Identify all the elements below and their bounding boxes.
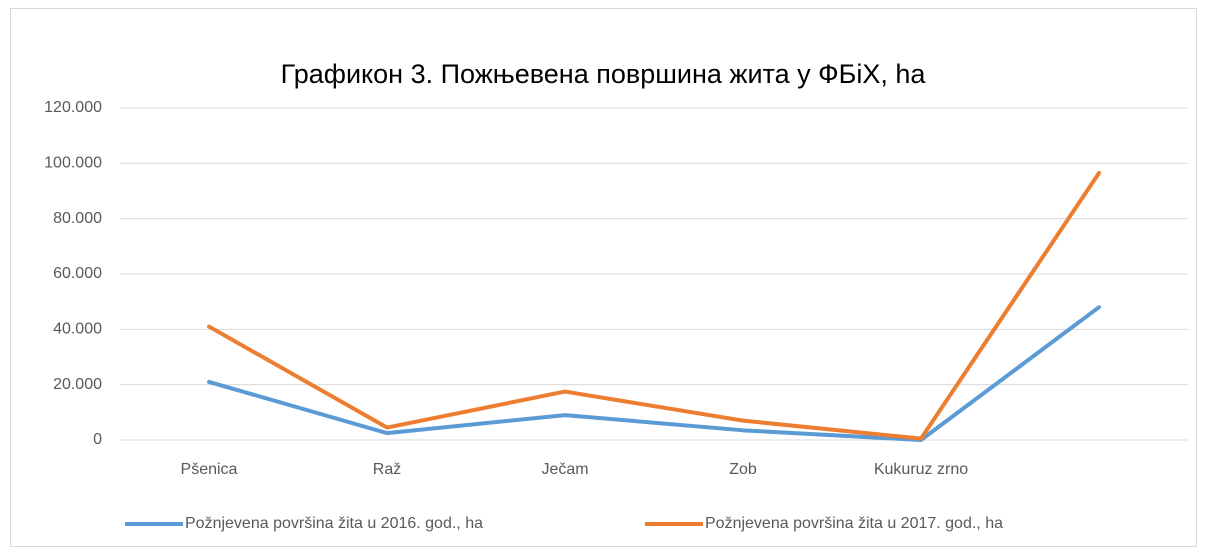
y-tick-label: 100.000 [44,155,102,172]
y-tick-label: 60.000 [53,265,102,282]
x-tick-label: Raž [373,461,401,478]
y-tick-label: 40.000 [53,321,102,338]
y-tick-label: 120.000 [44,99,102,116]
x-tick-label: Zob [729,461,757,478]
y-tick-label: 20.000 [53,376,102,393]
chart-frame [10,8,1197,547]
x-tick-label: Pšenica [181,461,238,478]
y-tick-label: 0 [93,431,102,448]
x-tick-label: Ječam [541,461,588,478]
legend-label: Požnjevena površina žita u 2016. god., h… [185,515,483,532]
x-tick-label: Kukuruz zrno [874,461,968,478]
series-line [207,305,1101,442]
chart-title: Графикон 3. Пожњевена површина жита у ФБ… [281,59,927,89]
y-tick-label: 80.000 [53,210,102,227]
series-line [207,171,1101,441]
legend-label: Požnjevena površina žita u 2017. god., h… [705,515,1003,532]
